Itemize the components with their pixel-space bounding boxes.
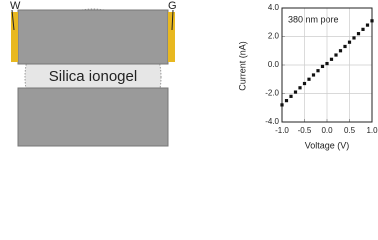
point [329, 57, 334, 61]
point [311, 73, 316, 77]
point [370, 19, 374, 23]
figure: W G Silica ionogel Current (nA) Voltage … [10, 0, 378, 150]
point [284, 99, 289, 103]
point [280, 103, 284, 107]
x-tick-label: 0.5 [344, 126, 356, 135]
electrode-label: G [168, 0, 177, 12]
point [293, 90, 298, 94]
diagram: W G Silica ionogel [10, 0, 177, 147]
point [356, 32, 361, 36]
y-axis-label: Current (nA) [237, 41, 247, 91]
x-tick-label: 1.0 [366, 126, 378, 135]
arrow [171, 9, 174, 31]
upper-block [17, 9, 169, 65]
y-tick-label: -4.0 [265, 117, 279, 126]
x-tick-label: 0.0 [321, 126, 333, 135]
point [298, 86, 302, 90]
point [343, 44, 347, 49]
point [334, 53, 338, 57]
lower-block [17, 87, 169, 147]
y-tick-label: 4.0 [268, 3, 280, 12]
x-tick-label: -1.0 [275, 126, 289, 135]
point [352, 36, 356, 40]
point [361, 27, 365, 31]
y-tick-label: 2.0 [268, 32, 280, 41]
left-electrode [11, 12, 18, 62]
y-tick-label: -2.0 [265, 89, 279, 98]
x-tick-label: -0.5 [298, 126, 312, 135]
x-axis-label: Voltage (V) [305, 140, 350, 150]
point [307, 77, 311, 81]
annotation: 380 nm pore [288, 14, 339, 24]
point [289, 94, 293, 98]
point [365, 23, 370, 27]
chart: Current (nA) Voltage (V) 380 nm pore -4.… [237, 3, 378, 150]
point [338, 49, 343, 53]
y-tick-label: 0.0 [268, 60, 280, 69]
point [347, 40, 352, 44]
electrode-label: W [10, 0, 21, 12]
point [325, 61, 329, 66]
point [316, 69, 320, 73]
material-label: Silica ionogel [49, 68, 137, 85]
arrow [11, 9, 15, 31]
right-electrode [168, 12, 175, 62]
point [302, 81, 307, 86]
point [320, 64, 325, 69]
plot-frame [281, 7, 373, 123]
